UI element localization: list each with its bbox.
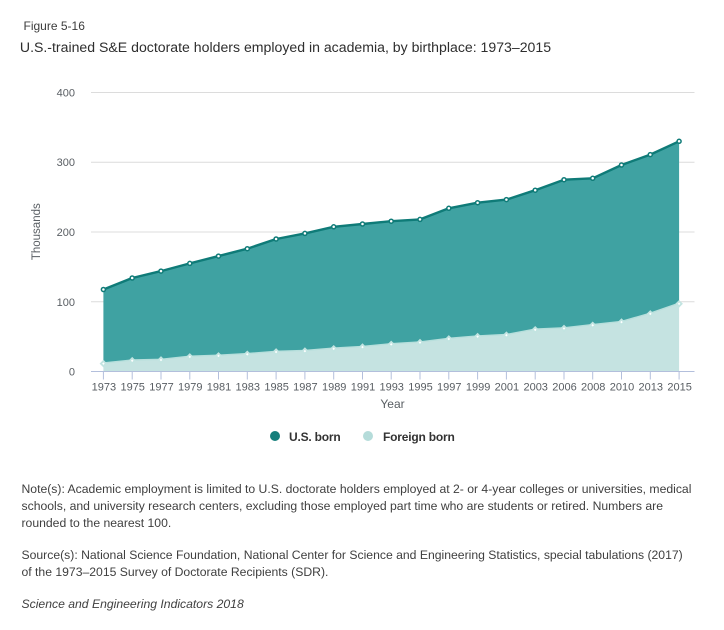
svg-text:2010: 2010	[610, 382, 634, 394]
svg-text:1977: 1977	[149, 382, 173, 394]
svg-text:1981: 1981	[207, 382, 231, 394]
svg-text:1979: 1979	[178, 382, 202, 394]
svg-text:2001: 2001	[495, 382, 519, 394]
svg-text:200: 200	[57, 227, 75, 239]
svg-text:2003: 2003	[523, 382, 547, 394]
svg-text:1985: 1985	[264, 382, 288, 394]
svg-text:300: 300	[57, 157, 75, 169]
svg-text:1997: 1997	[437, 382, 461, 394]
svg-text:1995: 1995	[408, 382, 432, 394]
svg-text:1987: 1987	[293, 382, 317, 394]
svg-text:1973: 1973	[92, 382, 116, 394]
svg-text:0: 0	[69, 367, 75, 379]
svg-text:Thousands: Thousands	[31, 203, 43, 260]
svg-text:2013: 2013	[639, 382, 663, 394]
svg-text:Year: Year	[380, 397, 404, 411]
svg-text:1989: 1989	[322, 382, 346, 394]
svg-text:1999: 1999	[466, 382, 490, 394]
svg-text:1991: 1991	[351, 382, 375, 394]
svg-text:1975: 1975	[120, 382, 144, 394]
svg-text:2006: 2006	[552, 382, 576, 394]
svg-text:400: 400	[57, 88, 75, 100]
svg-text:2015: 2015	[667, 382, 691, 394]
svg-text:1983: 1983	[236, 382, 260, 394]
svg-text:1993: 1993	[379, 382, 403, 394]
svg-text:100: 100	[57, 297, 75, 309]
svg-text:2008: 2008	[581, 382, 605, 394]
